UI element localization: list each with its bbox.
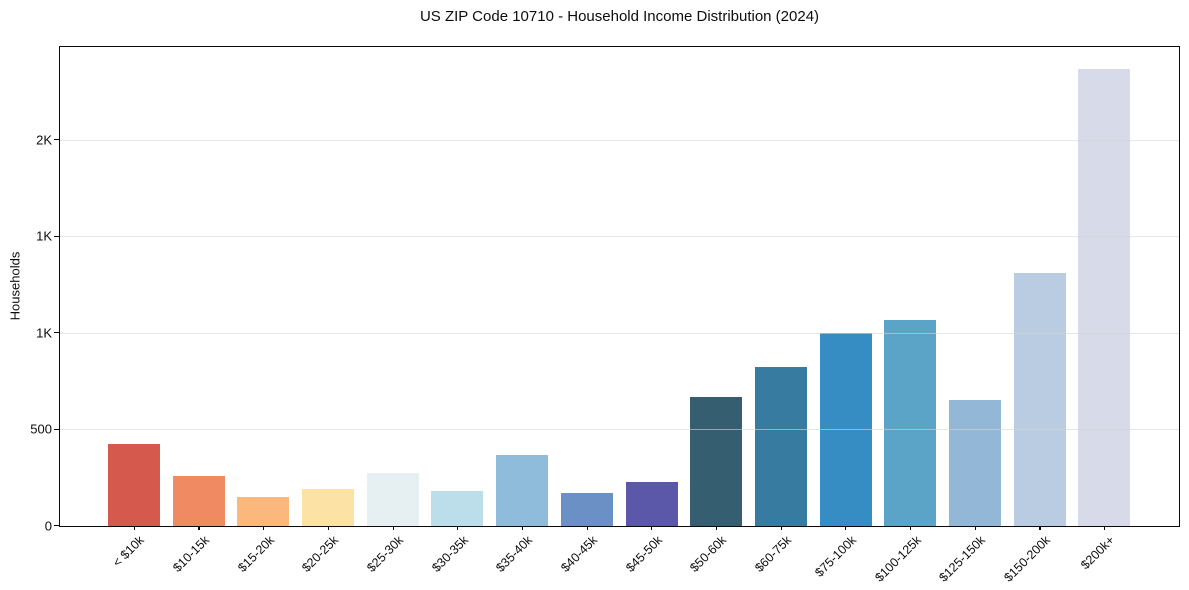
x-tick	[392, 525, 394, 531]
x-tick	[780, 525, 782, 531]
bar-$200k+	[1078, 68, 1131, 526]
x-tick-label: $15-20k	[234, 533, 277, 575]
x-tick	[651, 525, 653, 531]
bar-$25-30k	[366, 473, 419, 526]
x-tick-label: $35-40k	[493, 533, 536, 575]
x-tick-label: $100-125k	[871, 533, 924, 585]
gridline-1K	[60, 332, 1179, 334]
chart-title: US ZIP Code 10710 - Household Income Dis…	[419, 8, 820, 25]
gridline-500	[60, 429, 1179, 430]
bar-$35-40k	[496, 455, 549, 526]
x-tick-label: $75-100k	[812, 533, 859, 580]
y-tick-label: 1K	[36, 228, 52, 244]
x-tick	[198, 525, 200, 531]
x-tick	[521, 525, 524, 531]
bar-$10-15k	[172, 476, 225, 526]
x-tick	[263, 525, 265, 531]
y-tick	[54, 139, 59, 141]
bar-$20-25k	[302, 489, 355, 526]
x-tick	[133, 525, 135, 531]
x-tick	[586, 525, 588, 531]
x-tick-label: $10-15k	[170, 533, 212, 575]
plot-area	[59, 46, 1180, 527]
y-tick-label: 2K	[36, 132, 52, 148]
x-tick-label: $125-150k	[936, 533, 989, 585]
x-tick-label: $30-35k	[428, 533, 471, 575]
y-tick	[54, 235, 59, 237]
x-tick-label: $25-30k	[364, 533, 407, 575]
y-tick	[54, 428, 59, 430]
y-tick-label: 1K	[36, 325, 52, 341]
x-tick-label: $45-50k	[622, 533, 665, 575]
bar-$125-150k	[949, 399, 1001, 526]
x-tick	[327, 525, 329, 531]
x-tick	[910, 525, 912, 531]
x-tick	[715, 525, 718, 531]
bar-$45-50k	[625, 482, 678, 526]
y-tick	[54, 525, 59, 527]
x-tick	[457, 525, 459, 531]
bar-$150-200k	[1013, 273, 1066, 526]
y-axis-label: Households	[7, 251, 23, 321]
bar-$40-45k	[560, 493, 613, 526]
x-tick-label: < $10k	[110, 533, 148, 570]
bar-$100-125k	[884, 319, 937, 526]
bar-$30-35k	[431, 491, 484, 526]
x-tick	[1104, 525, 1106, 531]
x-tick	[974, 525, 976, 531]
bar-$15-20k	[237, 497, 290, 526]
x-tick	[1039, 525, 1041, 531]
x-tick	[845, 525, 847, 531]
y-tick-label: 0	[44, 518, 52, 534]
x-tick-label: $20-25k	[299, 533, 342, 575]
bar-< $10k	[108, 444, 160, 526]
gridline-2K	[60, 139, 1179, 141]
gridline-1K	[60, 236, 1179, 238]
y-tick	[54, 332, 59, 334]
x-tick-label: $200k+	[1078, 533, 1118, 573]
y-tick-label: 500	[30, 421, 52, 437]
bar-$60-75k	[754, 366, 807, 526]
x-tick-label: $150-200k	[1001, 533, 1053, 585]
bar-$50-60k	[690, 396, 743, 526]
x-tick-label: $60-75k	[752, 533, 795, 575]
x-tick-label: $40-45k	[558, 533, 601, 575]
x-tick-label: $50-60k	[687, 533, 730, 575]
